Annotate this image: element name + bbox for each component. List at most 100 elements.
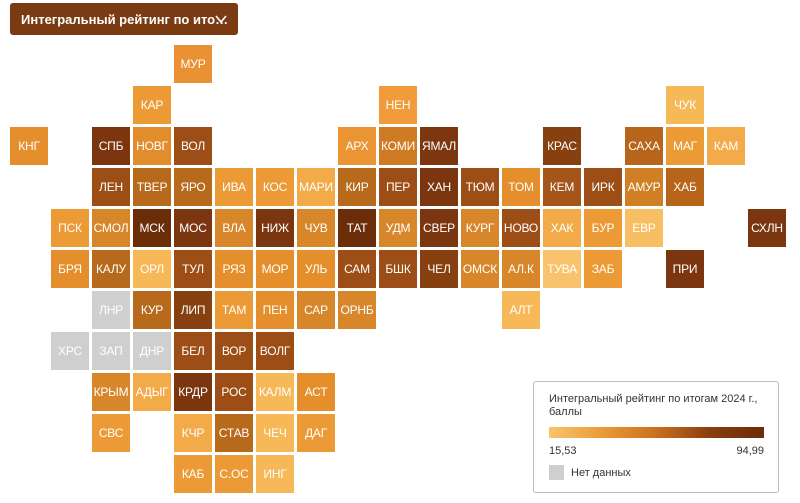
region-tile-66[interactable]: САР [297, 291, 335, 329]
region-tile-19[interactable]: КОС [256, 168, 294, 206]
region-tile-33[interactable]: МОС [174, 209, 212, 247]
region-tile-62[interactable]: КУР [133, 291, 171, 329]
region-tile-57[interactable]: АЛ.К [502, 250, 540, 288]
region-tile-72[interactable]: БЕЛ [174, 332, 212, 370]
region-tile-84[interactable]: ЧЕЧ [256, 414, 294, 452]
region-tile-8[interactable]: АРХ [338, 127, 376, 165]
region-tile-6[interactable]: НОВГ [133, 127, 171, 165]
region-tile-61[interactable]: ЛНР [92, 291, 130, 329]
region-tile-77[interactable]: КРДР [174, 373, 212, 411]
region-tile-23[interactable]: ХАН [420, 168, 458, 206]
region-tile-32[interactable]: МСК [133, 209, 171, 247]
region-tile-38[interactable]: УДМ [379, 209, 417, 247]
region-tile-26[interactable]: КЕМ [543, 168, 581, 206]
region-tile-12[interactable]: САХА [625, 127, 663, 165]
region-tile-86[interactable]: КАБ [174, 455, 212, 493]
region-tile-63[interactable]: ЛИП [174, 291, 212, 329]
region-tile-37[interactable]: ТАТ [338, 209, 376, 247]
region-tile-43[interactable]: БУР [584, 209, 622, 247]
region-tile-87[interactable]: С.ОС [215, 455, 253, 493]
region-tile-50[interactable]: РЯЗ [215, 250, 253, 288]
region-tile-58[interactable]: ТУВА [543, 250, 581, 288]
region-tile-85[interactable]: ДАГ [297, 414, 335, 452]
region-tile-88[interactable]: ИНГ [256, 455, 294, 493]
region-tile-56[interactable]: ОМСК [461, 250, 499, 288]
region-tile-80[interactable]: АСТ [297, 373, 335, 411]
region-tile-16[interactable]: ТВЕР [133, 168, 171, 206]
region-tile-83[interactable]: СТАВ [215, 414, 253, 452]
region-tile-68[interactable]: АЛТ [502, 291, 540, 329]
region-tile-67[interactable]: ОРНБ [338, 291, 376, 329]
legend-title: Интегральный рейтинг по итогам 2024 г., … [549, 393, 758, 418]
region-tile-2[interactable]: НЕН [379, 86, 417, 124]
region-tile-39[interactable]: СВЕР [420, 209, 458, 247]
region-tile-69[interactable]: ХРС [51, 332, 89, 370]
region-tile-7[interactable]: ВОЛ [174, 127, 212, 165]
region-tile-0[interactable]: МУР [174, 45, 212, 83]
region-tile-14[interactable]: КАМ [707, 127, 745, 165]
region-tile-55[interactable]: ЧЕЛ [420, 250, 458, 288]
region-tile-31[interactable]: СМОЛ [92, 209, 130, 247]
region-tile-48[interactable]: ОРЛ [133, 250, 171, 288]
region-tile-25[interactable]: ТОМ [502, 168, 540, 206]
region-tile-49[interactable]: ТУЛ [174, 250, 212, 288]
region-tile-65[interactable]: ПЕН [256, 291, 294, 329]
region-tile-20[interactable]: МАРИ [297, 168, 335, 206]
region-tile-71[interactable]: ДНР [133, 332, 171, 370]
region-tile-29[interactable]: ХАБ [666, 168, 704, 206]
region-tile-5[interactable]: СПБ [92, 127, 130, 165]
chevron-down-icon [215, 15, 227, 24]
indicator-dropdown[interactable]: Интегральный рейтинг по ито… [10, 3, 238, 35]
legend-min-value: 15,53 [549, 445, 577, 457]
region-tile-41[interactable]: НОВО [502, 209, 540, 247]
region-tile-34[interactable]: ВЛА [215, 209, 253, 247]
indicator-dropdown-label: Интегральный рейтинг по ито… [21, 11, 229, 27]
region-tile-17[interactable]: ЯРО [174, 168, 212, 206]
region-tile-36[interactable]: ЧУВ [297, 209, 335, 247]
region-tile-75[interactable]: КРЫМ [92, 373, 130, 411]
region-tile-45[interactable]: СХЛН [748, 209, 786, 247]
region-tile-53[interactable]: САМ [338, 250, 376, 288]
region-tile-24[interactable]: ТЮМ [461, 168, 499, 206]
region-tile-35[interactable]: НИЖ [256, 209, 294, 247]
region-tile-40[interactable]: КУРГ [461, 209, 499, 247]
region-tile-78[interactable]: РОС [215, 373, 253, 411]
region-tile-51[interactable]: МОР [256, 250, 294, 288]
region-tile-1[interactable]: КАР [133, 86, 171, 124]
region-tile-81[interactable]: СВС [92, 414, 130, 452]
region-tile-28[interactable]: АМУР [625, 168, 663, 206]
legend-no-data-label: Нет данных [571, 467, 631, 479]
region-tile-76[interactable]: АДЫГ [133, 373, 171, 411]
legend-max-value: 94,99 [736, 445, 764, 457]
region-tile-18[interactable]: ИВА [215, 168, 253, 206]
region-tile-70[interactable]: ЗАП [92, 332, 130, 370]
region-tile-44[interactable]: ЕВР [625, 209, 663, 247]
region-tile-11[interactable]: КРАС [543, 127, 581, 165]
region-tile-22[interactable]: ПЕР [379, 168, 417, 206]
region-tile-82[interactable]: КЧР [174, 414, 212, 452]
region-tile-9[interactable]: КОМИ [379, 127, 417, 165]
region-tile-30[interactable]: ПСК [51, 209, 89, 247]
region-tile-79[interactable]: КАЛМ [256, 373, 294, 411]
region-tile-59[interactable]: ЗАБ [584, 250, 622, 288]
region-tile-60[interactable]: ПРИ [666, 250, 704, 288]
region-tile-73[interactable]: ВОР [215, 332, 253, 370]
region-tile-42[interactable]: ХАК [543, 209, 581, 247]
region-tile-74[interactable]: ВОЛГ [256, 332, 294, 370]
legend: Интегральный рейтинг по итогам 2024 г., … [533, 381, 779, 493]
region-tile-64[interactable]: ТАМ [215, 291, 253, 329]
region-tile-27[interactable]: ИРК [584, 168, 622, 206]
region-tile-21[interactable]: КИР [338, 168, 376, 206]
region-tile-13[interactable]: МАГ [666, 127, 704, 165]
region-tile-4[interactable]: КНГ [10, 127, 48, 165]
region-tile-46[interactable]: БРЯ [51, 250, 89, 288]
region-tile-52[interactable]: УЛЬ [297, 250, 335, 288]
region-tile-47[interactable]: КАЛУ [92, 250, 130, 288]
region-tile-15[interactable]: ЛЕН [92, 168, 130, 206]
region-tile-3[interactable]: ЧУК [666, 86, 704, 124]
legend-no-data-swatch [549, 465, 564, 480]
region-tile-10[interactable]: ЯМАЛ [420, 127, 458, 165]
region-tile-54[interactable]: БШК [379, 250, 417, 288]
legend-gradient-bar [549, 427, 764, 438]
